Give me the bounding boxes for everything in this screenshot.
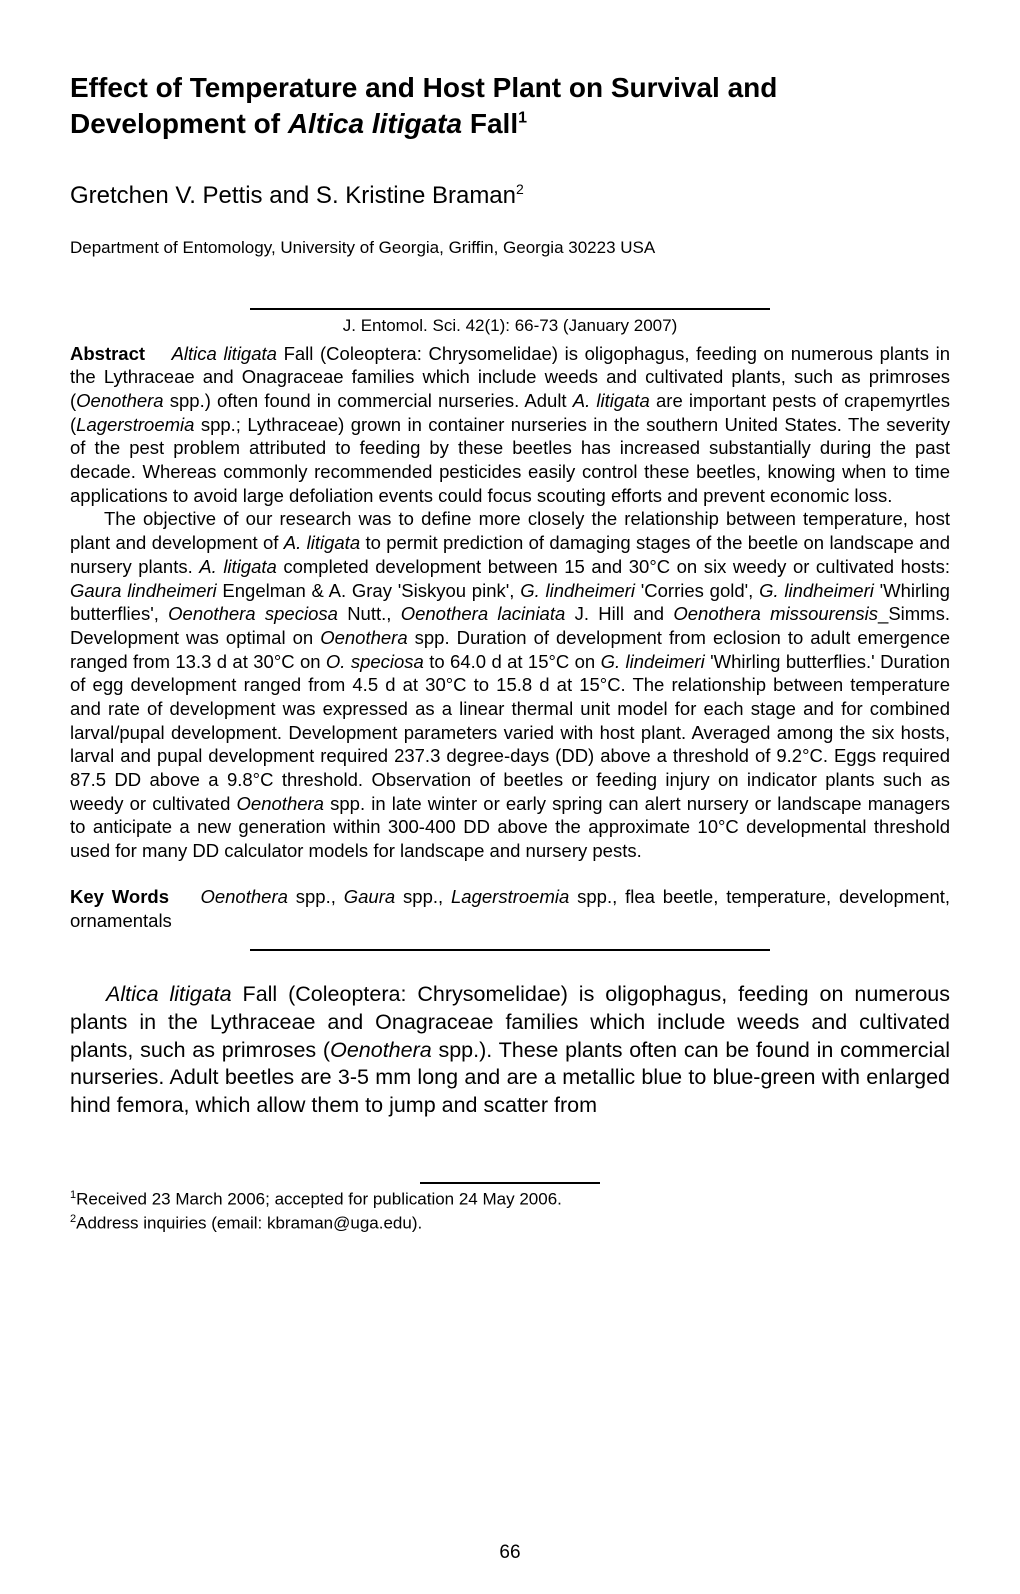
abstract-text: Nutt., (338, 603, 401, 624)
abstract-species: Oenothera speciosa (168, 603, 338, 624)
abstract-text: 'Corries gold', (635, 580, 759, 601)
abstract: Abstract Altica litigata Fall (Coleopter… (70, 342, 950, 863)
divider-top (250, 308, 770, 310)
footnote-1-text: Received 23 March 2006; accepted for pub… (76, 1190, 562, 1209)
abstract-text: 'Whirling butterflies.' Duration of egg … (70, 651, 950, 814)
keyword-text: spp., (395, 886, 451, 907)
body-species: Altica litigata (106, 982, 232, 1006)
abstract-species: O. speciosa (326, 651, 424, 672)
abstract-species-2: Oenothera (76, 390, 163, 411)
abstract-species: A. litigata (199, 556, 277, 577)
abstract-label: Abstract (70, 343, 145, 364)
page-number: 66 (0, 1542, 1020, 1564)
abstract-species: A. litigata (284, 532, 360, 553)
abstract-paragraph-2: The objective of our research was to def… (70, 507, 950, 862)
body-species: Oenothera (330, 1038, 432, 1062)
affiliation: Department of Entomology, University of … (70, 238, 950, 258)
title-species: Altica litigata (288, 108, 462, 139)
authors: Gretchen V. Pettis and S. Kristine Brama… (70, 181, 950, 210)
abstract-text: J. Hill and (565, 603, 673, 624)
keywords-label: Key Words (70, 886, 169, 907)
abstract-species: G. lindeimeri (601, 651, 705, 672)
abstract-text: Engelman & A. Gray 'Siskyou pink', (217, 580, 521, 601)
divider-mid (250, 949, 770, 951)
abstract-species-1: Altica litigata (172, 343, 277, 364)
keyword-species: Gaura (344, 886, 395, 907)
author-footnote-ref: 2 (516, 181, 524, 197)
abstract-text: spp.) often found in commercial nurserie… (164, 390, 573, 411)
footnote-2-text: Address inquiries (email: kbraman@uga.ed… (76, 1214, 422, 1233)
footnote-1: 1Received 23 March 2006; accepted for pu… (70, 1188, 950, 1212)
abstract-text: completed development between 15 and 30°… (277, 556, 950, 577)
abstract-species-4: Lagerstroemia (76, 414, 194, 435)
abstract-species: G. lindheimeri (520, 580, 635, 601)
keyword-species: Oenothera (200, 886, 287, 907)
abstract-paragraph-1: Abstract Altica litigata Fall (Coleopter… (70, 342, 950, 508)
footnote-divider (420, 1182, 600, 1184)
keyword-species: Lagerstroemia (451, 886, 569, 907)
abstract-species: Gaura lindheimeri (70, 580, 217, 601)
footnote-2: 2Address inquiries (email: kbraman@uga.e… (70, 1212, 950, 1236)
title-footnote-ref: 1 (518, 110, 527, 127)
author-names: Gretchen V. Pettis and S. Kristine Brama… (70, 182, 516, 209)
article-title: Effect of Temperature and Host Plant on … (70, 70, 950, 143)
footnotes: 1Received 23 March 2006; accepted for pu… (70, 1188, 950, 1235)
abstract-species: Oenothera missourensis (673, 603, 878, 624)
keyword-text: spp., (288, 886, 344, 907)
abstract-species: Oenothera laciniata (401, 603, 566, 624)
body-paragraph: Altica litigata Fall (Coleoptera: Chryso… (70, 981, 950, 1121)
title-text-2: Fall (462, 108, 518, 139)
abstract-species-3: A. litigata (573, 390, 650, 411)
abstract-species: Oenothera (237, 793, 324, 814)
abstract-text: to 64.0 d at 15°C on (424, 651, 601, 672)
journal-citation: J. Entomol. Sci. 42(1): 66-73 (January 2… (70, 316, 950, 336)
abstract-species: Oenothera (320, 627, 407, 648)
abstract-text: spp.; Lythraceae) grown in container nur… (70, 414, 950, 506)
abstract-species: G. lindheimeri (759, 580, 874, 601)
keywords: Key Words Oenothera spp., Gaura spp., La… (70, 885, 950, 933)
